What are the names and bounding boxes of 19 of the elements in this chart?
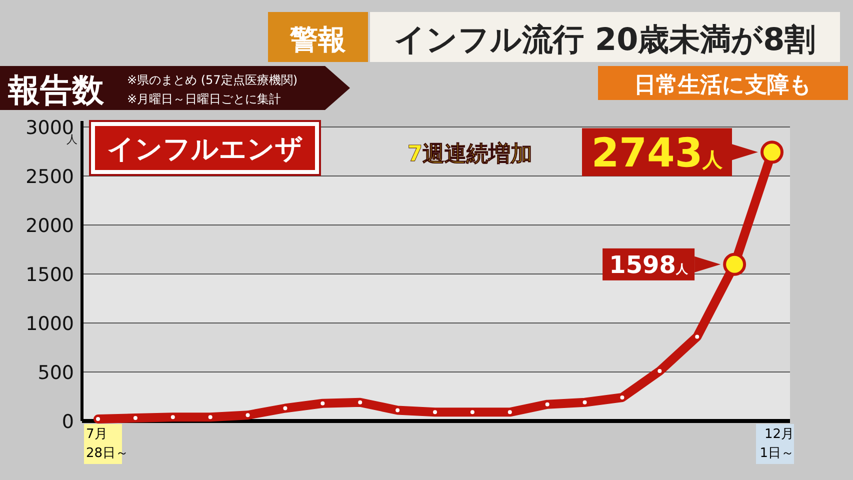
annotation: 7週連続増加 — [407, 141, 533, 167]
x-tick-label: 7月 28日～ — [86, 427, 129, 461]
data-label: 2743人 — [591, 130, 724, 177]
y-axis-title: 人 — [66, 133, 78, 146]
y-tick-label: 2000 — [26, 215, 74, 237]
text: ※月曜日～日曜日ごとに集計 — [127, 92, 282, 106]
y-tick-label: 1000 — [26, 313, 74, 335]
y-tick-label: 1500 — [26, 264, 74, 286]
data-label: 1598人 — [609, 251, 689, 280]
x-tick-label: 12月 1日～ — [760, 427, 794, 461]
y-tick-label: 500 — [38, 362, 74, 384]
text: 警報 — [290, 23, 346, 56]
legend: インフルエンザ — [89, 120, 321, 176]
y-tick-label: 2500 — [26, 166, 74, 188]
chart-subtitle: 日常生活に支障も — [634, 72, 812, 98]
text: 報告数 — [8, 71, 104, 109]
y-tick-label: 0 — [62, 411, 74, 433]
text: ※県のまとめ (57定点医療機関) — [127, 73, 298, 87]
chart-title: インフル流行 20歳未満が8割 — [394, 22, 816, 58]
